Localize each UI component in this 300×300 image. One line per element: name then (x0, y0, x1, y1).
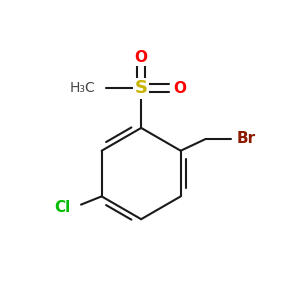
Text: Br: Br (237, 131, 256, 146)
Text: Cl: Cl (55, 200, 71, 215)
Text: O: O (173, 81, 187, 96)
Text: H₃C: H₃C (70, 81, 95, 95)
Text: O: O (135, 50, 148, 65)
Text: S: S (135, 79, 148, 97)
